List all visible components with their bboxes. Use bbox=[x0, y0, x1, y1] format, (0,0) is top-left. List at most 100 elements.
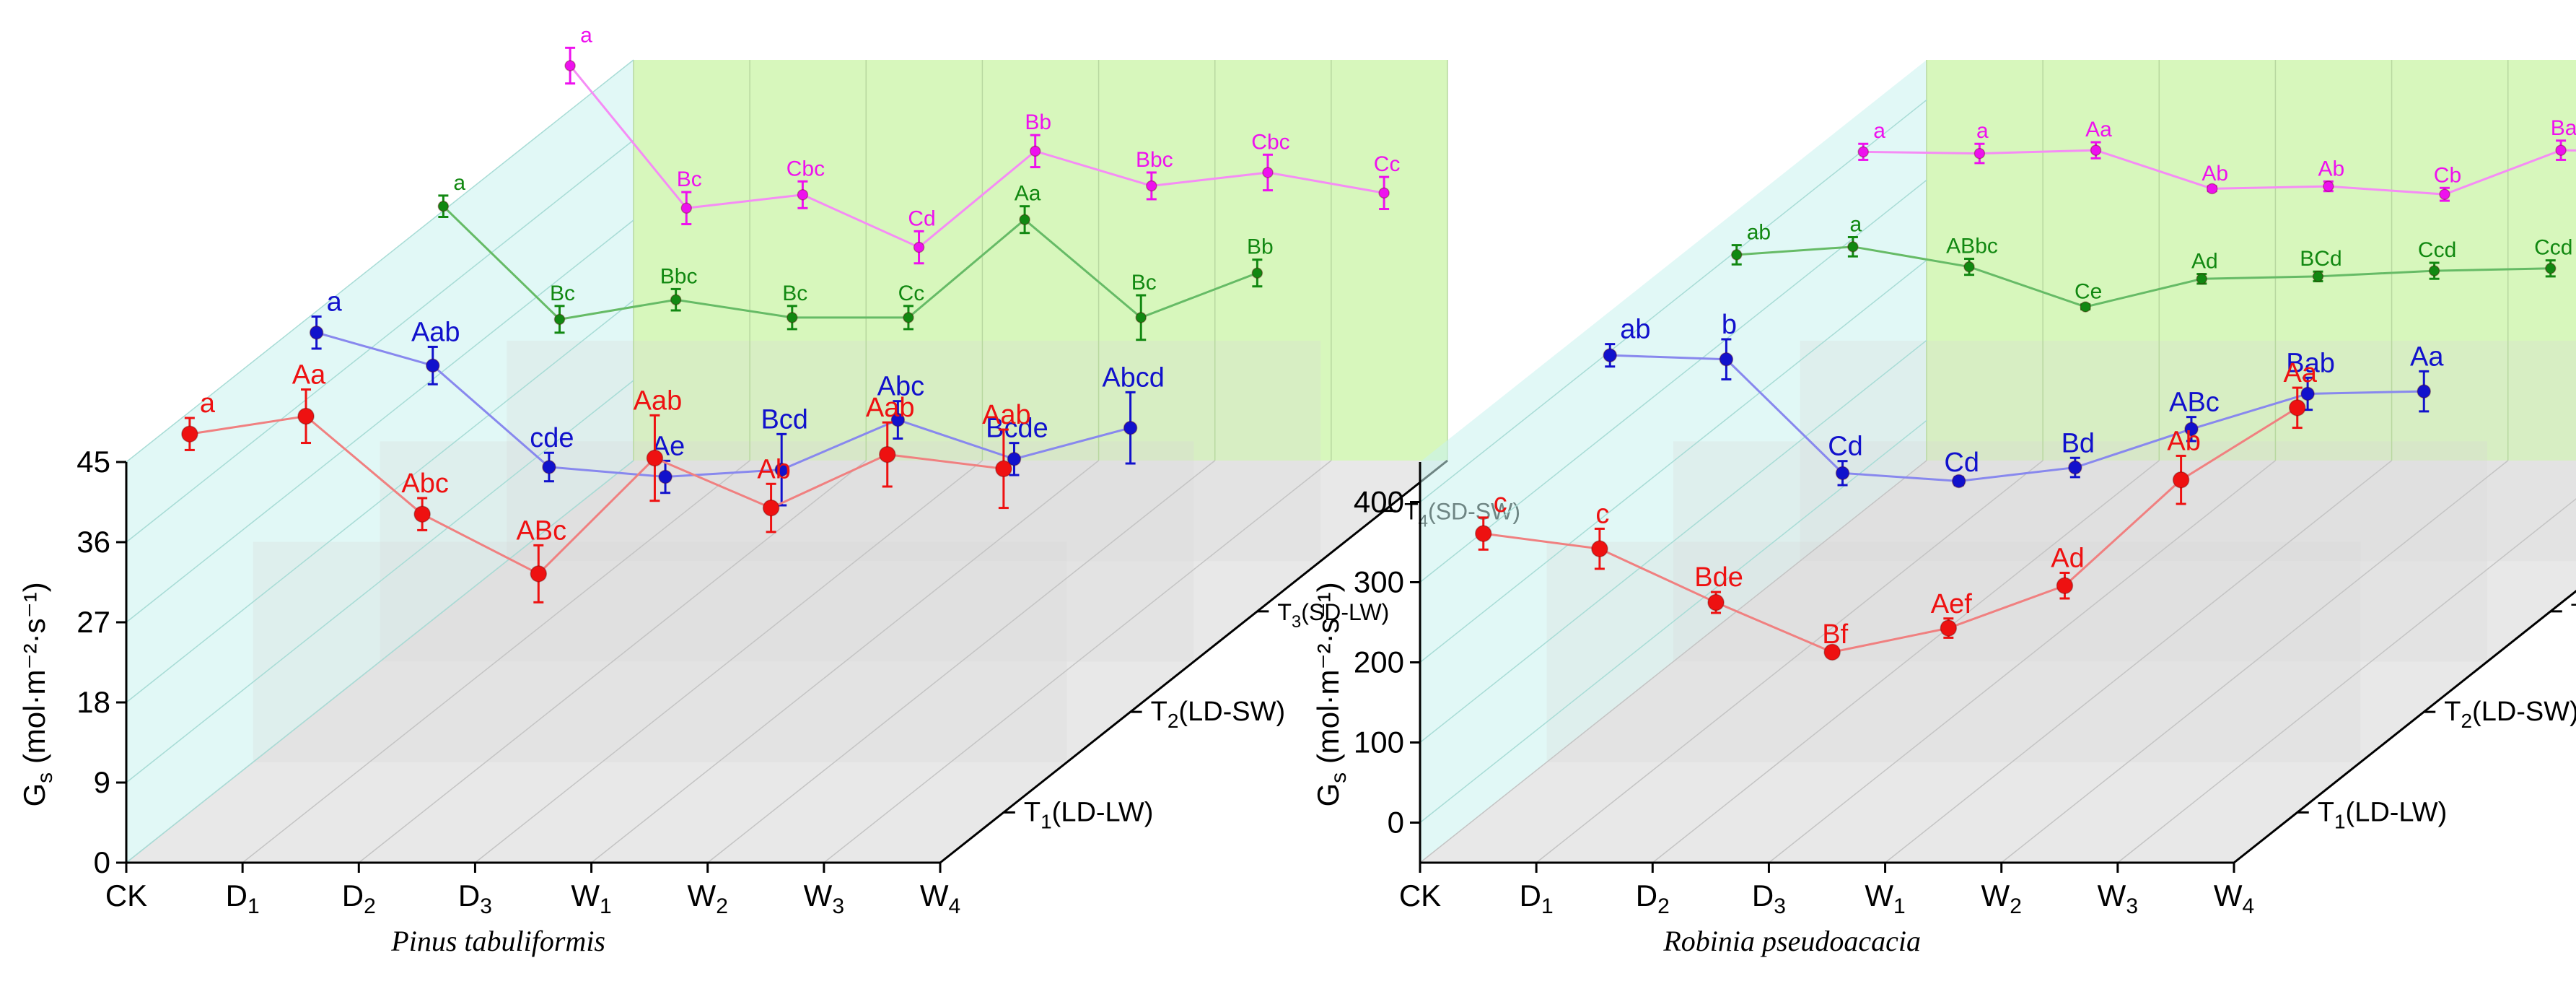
data-point bbox=[890, 412, 906, 427]
x-tick-label: D2 bbox=[342, 879, 376, 918]
data-point bbox=[797, 189, 809, 201]
y-tick-label: 100 bbox=[1354, 726, 1404, 759]
data-label: Aa bbox=[2410, 341, 2444, 372]
data-label: ABc bbox=[516, 515, 566, 546]
x-tick-label: W3 bbox=[804, 879, 844, 918]
data-point bbox=[2545, 263, 2557, 274]
x-tick-label: CK bbox=[1399, 879, 1441, 912]
data-point bbox=[995, 460, 1012, 478]
data-label: BCd bbox=[2300, 247, 2341, 271]
data-point bbox=[2428, 265, 2440, 276]
data-point bbox=[1262, 167, 1274, 178]
depth-tick-label: T3(SD-LW) bbox=[2571, 599, 2576, 632]
floor-grid-line bbox=[823, 460, 1332, 863]
data-point bbox=[1135, 312, 1147, 323]
data-point bbox=[1835, 466, 1850, 481]
data-label: b bbox=[1722, 310, 1737, 340]
series-line bbox=[189, 414, 1004, 575]
data-point bbox=[2323, 180, 2334, 192]
data-point bbox=[1591, 540, 1608, 557]
chart-panel-pinus: 0 9 18 27 36 45 Gs (mol·m⁻²·s⁻¹) CK D1 D2 D3 W1 W2 W3… bbox=[17, 23, 1520, 957]
x-tick-label: W1 bbox=[571, 879, 611, 918]
floor-grid-line bbox=[242, 460, 750, 863]
data-label: ab bbox=[1747, 221, 1771, 245]
data-label: Ce bbox=[2075, 280, 2102, 304]
series-4: aaAaAbAbCbBaBa bbox=[1857, 116, 2576, 202]
data-label: Cb bbox=[2434, 163, 2461, 187]
x-tick-label: W3 bbox=[2098, 879, 2138, 918]
floor-grid-line bbox=[358, 460, 867, 863]
wall-grid-line bbox=[126, 139, 634, 543]
depth-plane bbox=[507, 341, 1321, 562]
depth-tick-label: T2(LD-SW) bbox=[2444, 697, 2576, 732]
data-point bbox=[564, 60, 576, 71]
floor bbox=[1420, 461, 2576, 863]
wall-grid-line bbox=[126, 380, 634, 783]
data-label: Aa bbox=[292, 360, 326, 391]
x-tick-label: CK bbox=[105, 879, 147, 912]
floor-grid-line bbox=[2117, 498, 2576, 863]
series-3: ab a ABbc Ce Ad BCd Ccd Ccd bbox=[1731, 213, 2572, 313]
data-label: a bbox=[1976, 119, 1989, 143]
floor-grid-line bbox=[591, 460, 1100, 863]
data-label: ABbc bbox=[1946, 234, 1998, 258]
y-tick-label: 300 bbox=[1354, 565, 1404, 599]
data-label: Bc bbox=[1131, 271, 1157, 295]
floor-grid-line bbox=[1768, 460, 2276, 863]
data-point bbox=[2196, 273, 2208, 284]
data-label: Aab bbox=[634, 385, 683, 416]
data-label: a bbox=[580, 23, 592, 47]
data-label: Bb bbox=[1025, 110, 1051, 134]
left-wall bbox=[126, 60, 634, 863]
x-tick-label: W4 bbox=[2214, 879, 2254, 918]
data-point bbox=[1707, 593, 1725, 611]
depth-plane bbox=[1800, 341, 2576, 562]
series-line bbox=[316, 331, 1131, 479]
series-line bbox=[442, 205, 1258, 321]
floor-grid-line bbox=[1652, 460, 2160, 863]
data-point bbox=[903, 312, 914, 323]
data-point bbox=[1029, 145, 1041, 157]
data-label: Bc bbox=[677, 167, 702, 191]
floor-grid-line bbox=[474, 460, 983, 863]
data-point bbox=[553, 313, 566, 326]
y-tick-label: 400 bbox=[1354, 485, 1404, 519]
data-label: Abcd bbox=[1102, 362, 1165, 393]
data-label: Bc bbox=[782, 282, 807, 305]
floor-grid-line bbox=[2001, 460, 2509, 863]
data-label: Cd bbox=[908, 206, 935, 230]
depth-plane bbox=[1546, 541, 2361, 762]
y-axis-label: Gs (mol·m⁻²·s⁻¹) bbox=[1311, 582, 1351, 806]
x-tick-label: D3 bbox=[458, 879, 492, 918]
data-label: cde bbox=[530, 423, 574, 453]
data-label: Ab bbox=[2167, 426, 2200, 456]
data-label: Cc bbox=[898, 282, 925, 305]
data-label: Ab bbox=[757, 454, 790, 484]
wall-grid-line bbox=[126, 300, 634, 703]
data-point bbox=[2090, 144, 2102, 156]
depth-axis-line bbox=[939, 459, 1448, 864]
wall-grid-line bbox=[1419, 259, 1927, 663]
data-point bbox=[913, 241, 925, 253]
y-tick-label: 27 bbox=[76, 605, 110, 639]
floor-grid-line bbox=[1885, 460, 2393, 863]
data-point bbox=[1251, 267, 1263, 279]
data-point bbox=[542, 460, 556, 474]
data-point bbox=[1007, 452, 1022, 466]
data-point bbox=[297, 407, 315, 425]
back-wall bbox=[1927, 60, 2576, 461]
data-point bbox=[774, 462, 789, 477]
data-point bbox=[2172, 471, 2190, 489]
data-label: Cbc bbox=[787, 157, 825, 180]
data-label: Abc bbox=[877, 372, 924, 402]
data-label: ABc bbox=[2169, 388, 2220, 418]
y-axis-label: Gs (mol·m⁻²·s⁻¹) bbox=[17, 582, 57, 806]
floor-grid-line bbox=[707, 460, 1216, 863]
data-label: Ba bbox=[2551, 116, 2576, 140]
x-tick-label: D3 bbox=[1752, 879, 1786, 918]
data-point bbox=[2289, 399, 2306, 417]
data-point bbox=[1719, 352, 1734, 367]
depth-tick-label: T1(LD-LW) bbox=[1024, 797, 1154, 832]
